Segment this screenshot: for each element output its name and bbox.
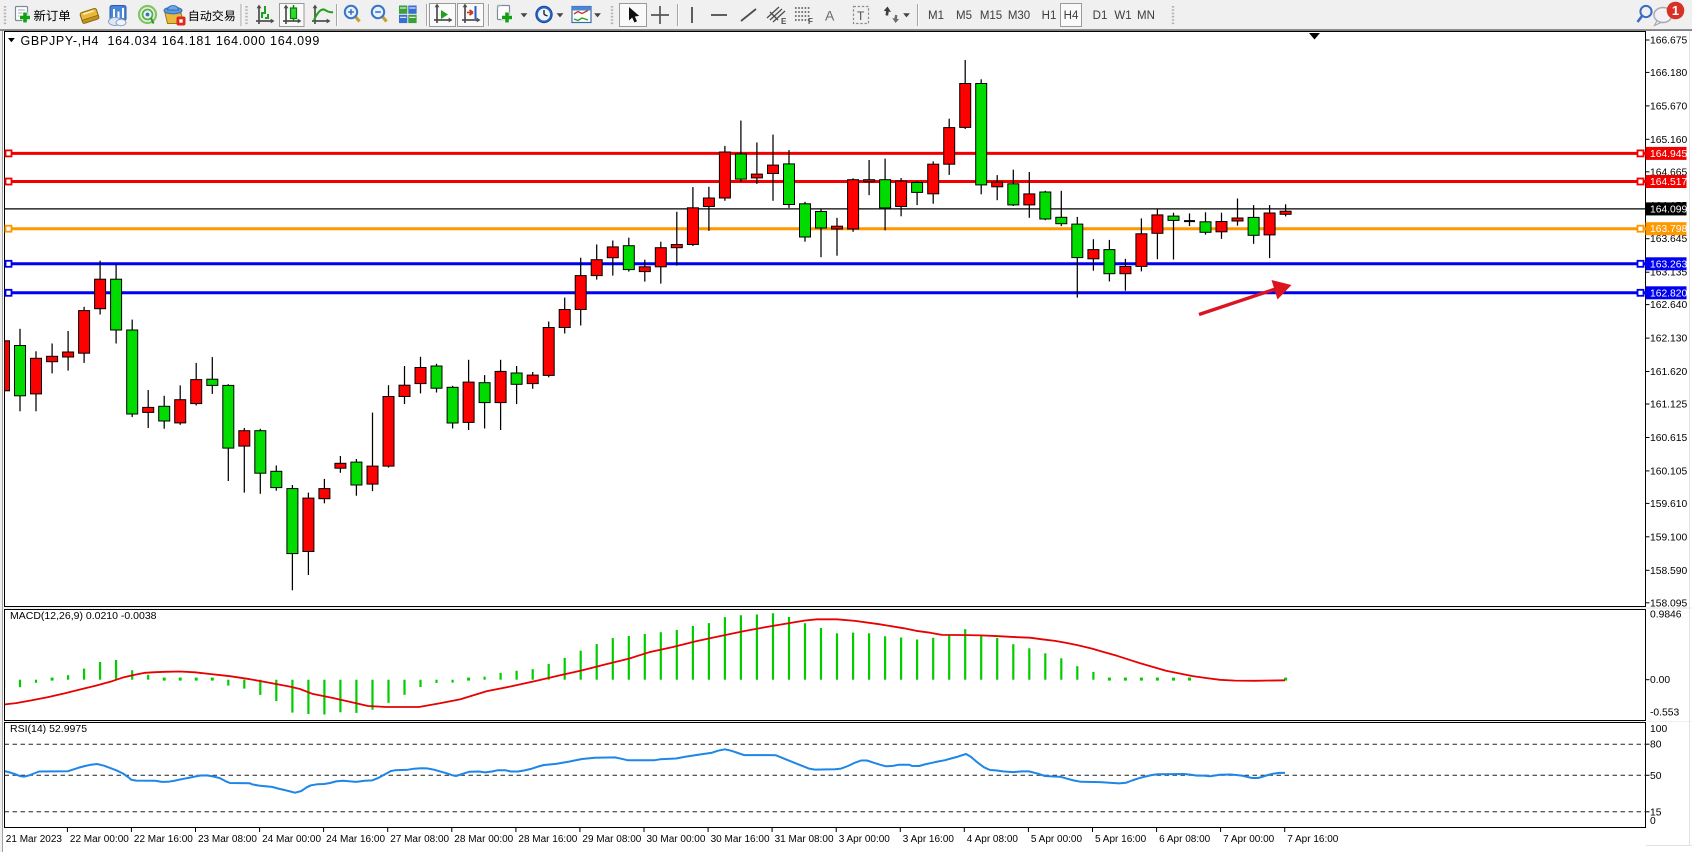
svg-text:164.945: 164.945 <box>1650 149 1687 160</box>
svg-text:163.135: 163.135 <box>1650 268 1687 279</box>
svg-text:163.798: 163.798 <box>1650 224 1687 235</box>
svg-text:7 Apr 16:00: 7 Apr 16:00 <box>1287 834 1339 845</box>
svg-text:MN: MN <box>1137 10 1155 22</box>
svg-text:161.620: 161.620 <box>1650 367 1687 378</box>
svg-text:0: 0 <box>1650 816 1656 827</box>
svg-text:RSI(14) 52.9975: RSI(14) 52.9975 <box>10 723 87 735</box>
svg-text:50: 50 <box>1650 771 1662 782</box>
svg-text:D1: D1 <box>1093 10 1108 22</box>
svg-text:28 Mar 16:00: 28 Mar 16:00 <box>518 834 577 845</box>
svg-text:-0.553: -0.553 <box>1650 708 1679 719</box>
svg-text:A: A <box>825 8 835 24</box>
svg-text:0.9846: 0.9846 <box>1650 610 1682 621</box>
svg-text:T: T <box>857 9 865 23</box>
svg-text:22 Mar 00:00: 22 Mar 00:00 <box>70 834 129 845</box>
svg-text:159.610: 159.610 <box>1650 499 1687 510</box>
svg-text:24 Mar 00:00: 24 Mar 00:00 <box>262 834 321 845</box>
svg-text:M30: M30 <box>1008 10 1030 22</box>
svg-text:163.645: 163.645 <box>1650 234 1687 245</box>
svg-text:M1: M1 <box>928 10 944 22</box>
svg-text:F: F <box>808 17 813 26</box>
svg-text:30 Mar 16:00: 30 Mar 16:00 <box>711 834 770 845</box>
svg-text:162.640: 162.640 <box>1650 300 1687 311</box>
svg-text:165.670: 165.670 <box>1650 101 1687 112</box>
svg-text:164.665: 164.665 <box>1650 167 1687 178</box>
svg-text:6 Apr 08:00: 6 Apr 08:00 <box>1159 834 1211 845</box>
svg-text:23 Mar 08:00: 23 Mar 08:00 <box>198 834 257 845</box>
svg-text:3 Apr 16:00: 3 Apr 16:00 <box>903 834 955 845</box>
svg-text:5 Apr 00:00: 5 Apr 00:00 <box>1031 834 1083 845</box>
svg-text:GBPJPY-,H4 164.034 164.181 16: GBPJPY-,H4 164.034 164.181 164.000 164.0… <box>21 34 321 48</box>
svg-text:27 Mar 08:00: 27 Mar 08:00 <box>390 834 449 845</box>
svg-text:166.180: 166.180 <box>1650 68 1687 79</box>
svg-text:80: 80 <box>1650 740 1662 751</box>
svg-text:W1: W1 <box>1114 10 1131 22</box>
svg-text:158.095: 158.095 <box>1650 598 1687 609</box>
svg-text:H4: H4 <box>1064 10 1079 22</box>
svg-text:159.100: 159.100 <box>1650 532 1687 543</box>
svg-text:24 Mar 16:00: 24 Mar 16:00 <box>326 834 385 845</box>
svg-text:160.105: 160.105 <box>1650 466 1687 477</box>
svg-text:M15: M15 <box>980 10 1002 22</box>
svg-text:165.160: 165.160 <box>1650 135 1687 146</box>
svg-text:MACD(12,26,9) 0.0210 -0.0038: MACD(12,26,9) 0.0210 -0.0038 <box>10 610 157 622</box>
svg-text:E: E <box>781 17 787 26</box>
svg-text:5 Apr 16:00: 5 Apr 16:00 <box>1095 834 1147 845</box>
svg-text:15: 15 <box>1650 807 1662 818</box>
svg-text:164.517: 164.517 <box>1650 177 1687 188</box>
svg-text:29 Mar 08:00: 29 Mar 08:00 <box>582 834 641 845</box>
svg-text:4 Apr 08:00: 4 Apr 08:00 <box>967 834 1019 845</box>
svg-text:M5: M5 <box>956 10 972 22</box>
svg-text:28 Mar 00:00: 28 Mar 00:00 <box>454 834 513 845</box>
svg-text:100: 100 <box>1650 724 1667 735</box>
svg-text:H1: H1 <box>1042 10 1057 22</box>
svg-text:163.263: 163.263 <box>1650 259 1687 270</box>
svg-text:161.125: 161.125 <box>1650 400 1687 411</box>
svg-text:162.820: 162.820 <box>1650 288 1687 299</box>
svg-text:31 Mar 08:00: 31 Mar 08:00 <box>775 834 834 845</box>
svg-text:158.590: 158.590 <box>1650 566 1687 577</box>
svg-text:160.615: 160.615 <box>1650 433 1687 444</box>
svg-text:1: 1 <box>1672 3 1679 18</box>
svg-text:30 Mar 00:00: 30 Mar 00:00 <box>647 834 706 845</box>
svg-text:22 Mar 16:00: 22 Mar 16:00 <box>134 834 193 845</box>
svg-text:166.675: 166.675 <box>1650 36 1687 47</box>
svg-text:0.00: 0.00 <box>1650 675 1670 686</box>
svg-text:162.130: 162.130 <box>1650 334 1687 345</box>
svg-text:3 Apr 00:00: 3 Apr 00:00 <box>839 834 891 845</box>
svg-text:7 Apr 00:00: 7 Apr 00:00 <box>1223 834 1275 845</box>
svg-text:21 Mar 2023: 21 Mar 2023 <box>6 834 63 845</box>
svg-text:164.099: 164.099 <box>1650 204 1687 215</box>
